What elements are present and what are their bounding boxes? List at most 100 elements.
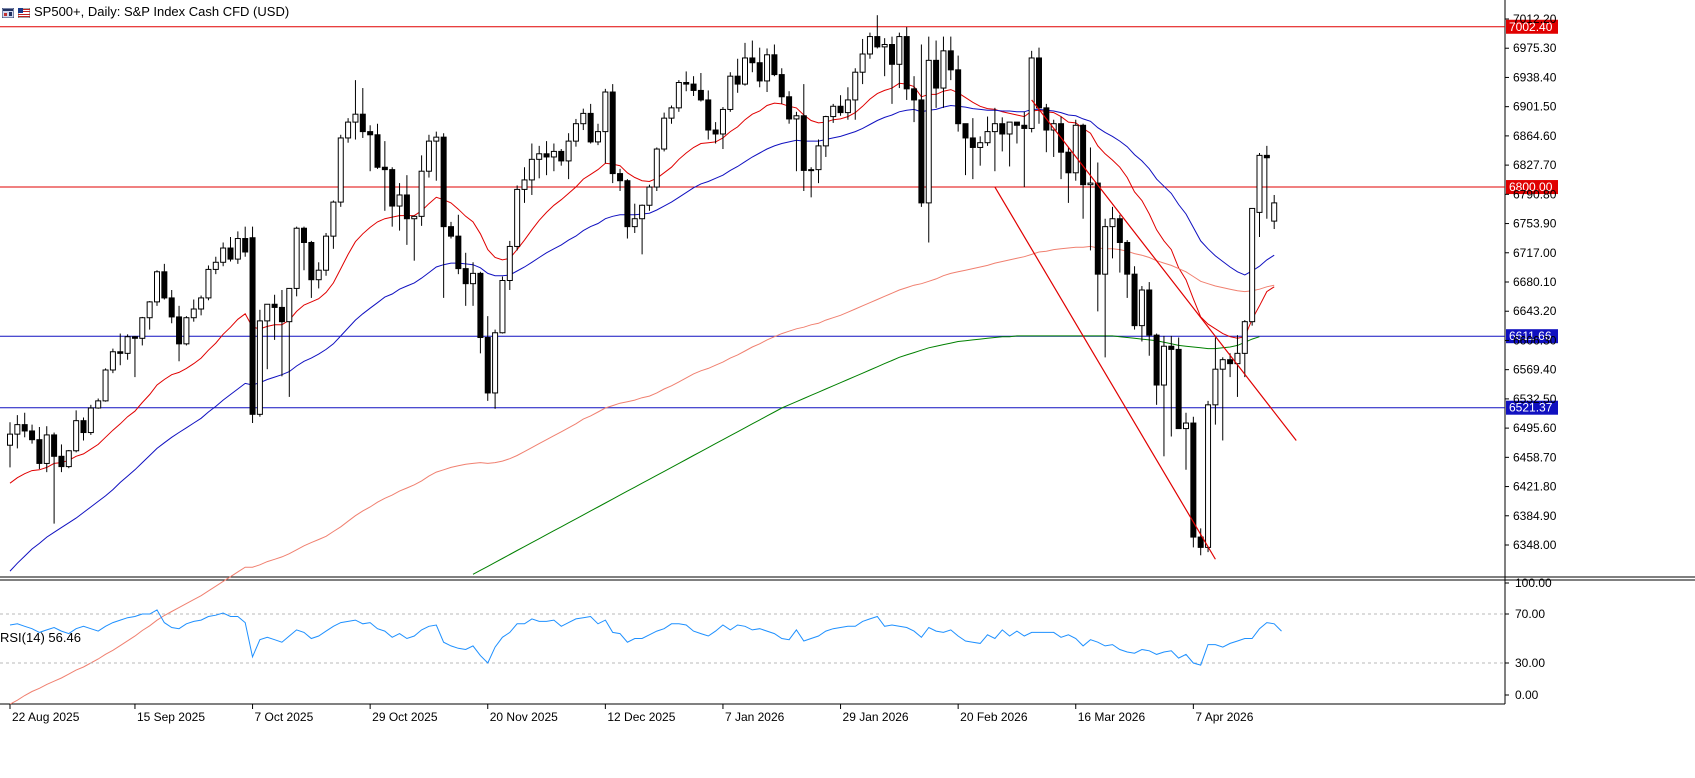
candle-body [1006, 121, 1013, 135]
price-axis: 7002.40 6800.00 6611.66 6521.37 7012.20 6975.… [1505, 12, 1558, 702]
time-tick-label: 20 Feb 2026 [960, 710, 1028, 724]
candle-body [1102, 226, 1109, 275]
time-tick-label: 20 Nov 2025 [490, 710, 558, 724]
candle-body [1227, 359, 1234, 365]
ma-line [9, 82, 1275, 484]
candle-body [1190, 422, 1197, 538]
price-level-tag [1506, 19, 1558, 34]
candle-body [572, 123, 579, 142]
price-tick-label: 6348.00 [1513, 538, 1557, 552]
price-tick-label: 6790.80 [1513, 187, 1557, 201]
chart-header: SP500+, Daily: S&P Index Cash CFD (USD) [1, 3, 290, 19]
candle-body [242, 238, 249, 253]
candle-body [1219, 359, 1226, 370]
candle-body [837, 105, 844, 114]
candle-body [301, 227, 307, 243]
candle-body [249, 237, 256, 415]
candle-body [212, 261, 219, 270]
candle-body [359, 113, 366, 133]
candle-body [146, 301, 153, 319]
price-tick-label: 6458.70 [1513, 450, 1557, 464]
candle-body [1094, 182, 1101, 275]
candle-body [595, 131, 601, 143]
candle-body [492, 332, 499, 394]
candle-body [36, 439, 43, 464]
candle-body [830, 105, 837, 118]
candle-body [176, 316, 183, 345]
candle-body [1234, 352, 1241, 365]
price-tick-label: 6569.40 [1513, 363, 1557, 377]
price-tick-label: 6495.60 [1513, 421, 1557, 435]
price-tick-label: 6827.70 [1513, 158, 1557, 172]
candle-body [771, 54, 778, 76]
price-tick-label: 6532.50 [1513, 392, 1557, 406]
candle-body [1205, 404, 1212, 548]
rsi-panel [0, 609, 1505, 666]
candle-body [1212, 368, 1219, 406]
candle-body [367, 131, 374, 136]
candle-body [690, 83, 697, 91]
candle-body [411, 215, 418, 220]
candle-body [1131, 273, 1138, 327]
time-tick-label: 7 Oct 2025 [255, 710, 314, 724]
candle-body [1160, 345, 1167, 386]
candle-body [323, 235, 330, 271]
price-tick-label: 6643.20 [1513, 304, 1557, 318]
candle-body [859, 53, 866, 73]
time-tick-label: 7 Jan 2026 [725, 710, 785, 724]
candle-body [131, 336, 138, 339]
price-level-tag-label: 7002.40 [1509, 20, 1553, 34]
candle-body [352, 113, 359, 123]
candle-body [21, 424, 28, 432]
chart-frame [0, 0, 1695, 705]
candle-body [190, 308, 197, 319]
candlesticks [7, 15, 1278, 556]
price-tick-label: 7012.20 [1513, 12, 1557, 26]
candle-body [87, 407, 94, 434]
price-tick-label: 6421.80 [1513, 480, 1557, 494]
candle-body [822, 116, 829, 147]
candle-body [675, 82, 682, 109]
candle-body [396, 194, 403, 207]
candle-body [896, 36, 903, 65]
candle-body [705, 99, 712, 131]
time-tick-label: 29 Oct 2025 [372, 710, 438, 724]
price-levels [0, 26, 1505, 409]
candle-body [580, 112, 587, 125]
candle-body [742, 57, 748, 85]
candle-body [683, 82, 690, 85]
candle-body [1271, 202, 1278, 222]
chart-window-icon [1, 6, 15, 19]
channel-line [994, 186, 1216, 560]
candle-body [514, 188, 521, 247]
candle-body [389, 169, 396, 207]
candle-body [727, 75, 734, 110]
price-tick-label: 6864.60 [1513, 129, 1557, 143]
candle-body [315, 269, 322, 281]
chart-title: SP500+, Daily: S&P Index Cash CFD (USD) [34, 3, 290, 19]
candle-body [234, 238, 241, 260]
candle-body [734, 75, 741, 85]
candle-body [764, 54, 771, 82]
price-tick-label: 6717.00 [1513, 246, 1557, 260]
candle-body [183, 317, 190, 345]
candle-body [536, 153, 543, 160]
candle-body [866, 36, 873, 55]
candle-body [528, 158, 535, 181]
flag-icon [17, 6, 31, 19]
candle-body [499, 279, 506, 334]
candle-body [154, 271, 160, 303]
candle-body [712, 129, 719, 135]
candle-body [124, 336, 131, 354]
candle-body [609, 91, 616, 175]
time-tick-label: 16 Mar 2026 [1078, 710, 1146, 724]
candle-body [1263, 154, 1270, 159]
candle-body [264, 303, 271, 322]
candle-body [65, 450, 72, 468]
candle-body [139, 317, 146, 339]
candle-body [95, 400, 102, 409]
candle-body [337, 137, 344, 203]
candle-body [1116, 218, 1123, 243]
candle-body [903, 36, 910, 90]
candle-body [815, 145, 822, 171]
